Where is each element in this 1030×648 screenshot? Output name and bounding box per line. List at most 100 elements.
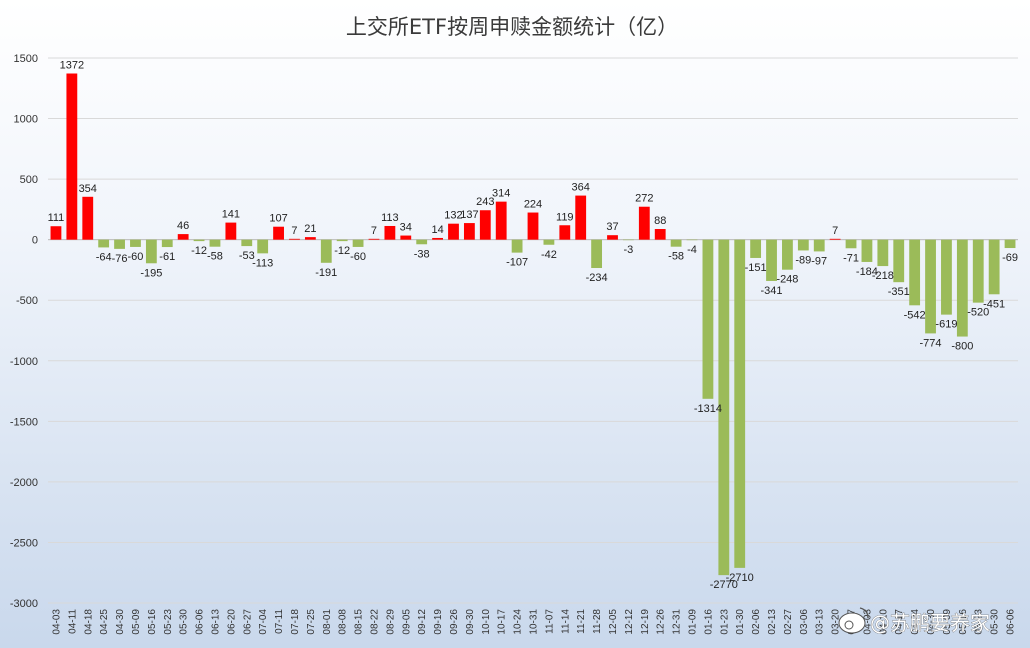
gridlines <box>48 57 1018 604</box>
x-tick-label: 05-16 <box>958 609 969 635</box>
data-label: -76 <box>112 253 128 265</box>
bar <box>925 239 936 334</box>
x-tick-label: 06-13 <box>210 609 221 635</box>
y-tick-label: 0 <box>32 235 38 247</box>
bar <box>559 225 571 240</box>
y-tick-label: 500 <box>20 174 38 186</box>
bars <box>50 73 1016 576</box>
bar <box>384 225 396 240</box>
bar <box>527 212 539 240</box>
x-tick-label: 10-31 <box>529 609 540 635</box>
x-tick-label: 06-27 <box>242 609 253 635</box>
data-label: -2770 <box>710 579 738 591</box>
data-label: -2710 <box>726 572 754 584</box>
data-label: -619 <box>935 319 957 331</box>
bar <box>432 237 443 240</box>
data-label: -3 <box>624 244 634 256</box>
bar <box>670 239 682 247</box>
bar <box>956 239 968 337</box>
bar <box>734 239 746 568</box>
x-tick-label: 12-19 <box>640 609 651 635</box>
bar <box>463 223 475 240</box>
x-tick-label: 01-23 <box>719 609 730 635</box>
data-label: 21 <box>304 223 316 235</box>
x-tick-label: 05-09 <box>131 609 142 635</box>
y-tick-label: -2500 <box>10 537 38 549</box>
x-tick-label: 04-24 <box>910 609 921 635</box>
bar <box>495 201 507 240</box>
data-label: -107 <box>506 257 528 269</box>
bar <box>591 239 603 269</box>
bar <box>638 206 650 240</box>
data-label: -97 <box>811 255 827 267</box>
bar <box>193 239 205 242</box>
data-label: 364 <box>572 182 590 194</box>
chart-title: 上交所ETF按周申赎金额统计（亿） <box>346 15 678 39</box>
data-label: 46 <box>177 220 189 232</box>
bar <box>50 226 62 240</box>
data-label: 132 <box>444 210 462 222</box>
bar <box>479 210 491 240</box>
x-tick-label: 01-16 <box>703 609 714 635</box>
y-tick-label: -1000 <box>10 356 38 368</box>
data-label: 113 <box>381 212 399 224</box>
bar <box>845 239 857 249</box>
bar <box>909 239 921 306</box>
x-tick-label: 04-03 <box>862 609 873 635</box>
bar <box>352 239 364 247</box>
x-tick-label: 03-06 <box>799 609 810 635</box>
bar <box>543 239 555 245</box>
data-label: 141 <box>222 209 240 221</box>
data-label: -520 <box>967 307 989 319</box>
data-label: -800 <box>951 341 973 353</box>
bar <box>750 239 762 258</box>
x-tick-label: 01-09 <box>688 609 699 635</box>
data-label: -60 <box>128 251 144 263</box>
bar <box>797 239 809 251</box>
data-label: -69 <box>1002 252 1018 264</box>
x-tick-label: 09-05 <box>401 609 412 635</box>
data-label: -351 <box>888 286 910 298</box>
x-tick-label: 05-16 <box>147 609 158 635</box>
y-tick-label: -500 <box>16 295 38 307</box>
x-tick-label: 06-20 <box>226 609 237 635</box>
x-tick-label: 05-30 <box>179 609 190 635</box>
data-label: -64 <box>96 251 112 263</box>
x-tick-label: 11-14 <box>560 609 571 634</box>
data-label: -151 <box>745 262 767 274</box>
bar <box>766 239 777 281</box>
y-tick-label: -3000 <box>10 598 38 610</box>
x-tick-label: 07-04 <box>258 609 269 635</box>
bar <box>893 239 905 283</box>
bar <box>686 239 698 241</box>
bar <box>145 239 157 264</box>
x-tick-label: 08-08 <box>338 609 349 635</box>
x-tick-label: 04-10 <box>878 609 889 635</box>
bar <box>829 238 841 240</box>
data-label: 119 <box>556 211 574 223</box>
y-tick-label: 1500 <box>14 53 38 65</box>
bar <box>82 196 94 240</box>
x-tick-label: 09-12 <box>417 609 428 635</box>
data-label: 7 <box>832 225 838 237</box>
bar <box>718 239 730 576</box>
data-label: -195 <box>140 267 162 279</box>
x-tick-label: 08-15 <box>354 609 365 635</box>
data-label: 7 <box>371 225 377 237</box>
x-tick-label: 05-30 <box>990 609 1001 635</box>
data-label: -58 <box>207 251 223 263</box>
bar <box>988 239 1000 295</box>
x-tick-label: 07-25 <box>306 609 317 635</box>
bar <box>273 226 284 240</box>
bar <box>416 239 428 245</box>
x-tick-label: 04-30 <box>115 609 126 635</box>
data-label: -451 <box>983 298 1005 310</box>
data-label: -191 <box>315 267 337 279</box>
bar <box>66 73 78 240</box>
x-tick-label: 06-06 <box>1006 609 1017 635</box>
bar <box>320 239 332 263</box>
data-label: -89 <box>795 254 811 266</box>
